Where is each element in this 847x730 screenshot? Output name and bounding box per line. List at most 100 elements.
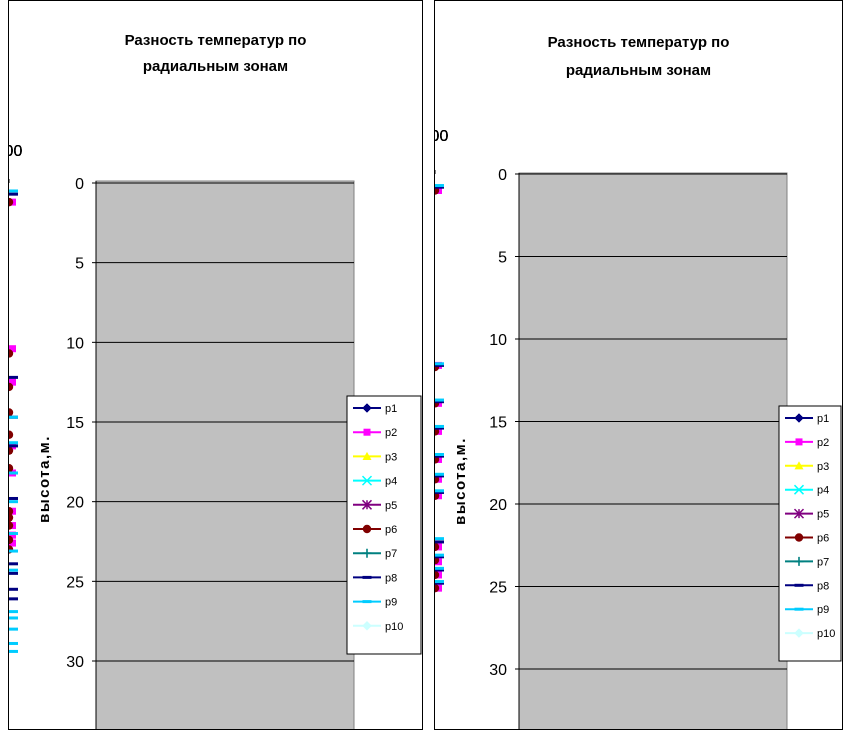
legend-marker-p10	[794, 628, 804, 638]
legend-label-p9: p9	[385, 597, 397, 609]
data-point-p8	[9, 444, 18, 448]
x-tick-label: 800	[434, 128, 448, 145]
data-point-p8	[435, 426, 444, 430]
legend-label-p2: p2	[817, 437, 829, 449]
data-point-p9	[9, 415, 18, 419]
x-tick-label: 200	[8, 143, 22, 160]
y-tick-label: 5	[498, 250, 507, 267]
legend-marker-p5	[361, 499, 373, 510]
legend-label-p10: p10	[817, 628, 835, 640]
legend-marker-p6	[794, 533, 804, 542]
legend: p1 p2 p3 p4 p5 p6 p7 p8 p9 p10	[346, 395, 422, 655]
data-point-p6	[435, 583, 440, 593]
legend-marker-p2	[795, 438, 803, 446]
series-p9	[435, 184, 444, 584]
y-tick-label: 5	[75, 256, 84, 273]
legend-marker-p10	[362, 620, 372, 631]
legend-marker-p1	[794, 413, 804, 423]
data-point-p9	[435, 184, 444, 188]
legend-marker-p9	[362, 600, 372, 604]
data-point-p8	[435, 400, 444, 404]
data-point-p9	[435, 580, 444, 584]
chart-svg-left: 0200400600800051015202530высота,м.p1p2p3…	[8, 1, 422, 729]
data-point-p9	[9, 568, 18, 572]
data-point-p8	[435, 474, 444, 478]
legend-label-p5: p5	[817, 509, 829, 521]
data-point-p8	[9, 597, 18, 601]
legend-label-p8: p8	[817, 580, 829, 592]
chart-panel-left: Разность температур по радиальным зонам …	[8, 0, 423, 730]
legend-label-p3: p3	[385, 451, 397, 463]
y-tick-label: 15	[66, 415, 84, 432]
legend-marker-p5	[793, 508, 805, 519]
data-point-p9	[9, 627, 18, 631]
data-point-p6	[435, 542, 440, 552]
data-point-p8	[9, 562, 18, 566]
data-point-p6	[9, 197, 14, 207]
series-p2	[9, 198, 16, 547]
data-point-p6	[9, 430, 14, 439]
y-tick-label: 0	[498, 167, 507, 184]
data-point-p9	[435, 362, 444, 366]
y-axis-title: высота,м.	[36, 435, 53, 523]
data-point-p8	[9, 496, 18, 500]
plot-area	[518, 172, 788, 729]
legend-label-p5: p5	[385, 500, 397, 512]
data-point-p9	[9, 549, 18, 553]
data-point-p9	[435, 398, 444, 402]
data-point-p9	[435, 472, 444, 476]
y-tick-label: 0	[75, 176, 84, 193]
data-point-p2	[9, 531, 16, 539]
legend-box	[778, 405, 842, 662]
data-point-p8	[9, 571, 18, 575]
legend-marker-p7	[794, 556, 804, 566]
y-tick-label: 15	[489, 415, 507, 432]
series-p9	[9, 189, 18, 653]
legend-marker-p3	[794, 461, 804, 470]
data-point-p9	[9, 610, 18, 614]
data-point-p6	[9, 382, 14, 392]
data-point-p8	[9, 587, 18, 591]
chart-svg-right: 0200400600800051015202530высота,м.p1p2p3…	[434, 1, 842, 729]
data-point-p9	[435, 424, 444, 428]
data-point-p8	[435, 581, 444, 585]
legend-label-p3: p3	[817, 461, 829, 473]
data-point-p8	[9, 375, 18, 379]
data-point-p9	[9, 641, 18, 645]
data-point-p9	[435, 489, 444, 493]
data-point-p6	[9, 446, 14, 455]
legend-label-p7: p7	[385, 548, 397, 560]
chart-title-line-2: радиальным зонам	[142, 58, 289, 75]
y-tick-label: 10	[66, 335, 84, 352]
data-point-p6	[9, 464, 14, 473]
x-tick-label: 600	[8, 143, 22, 160]
data-point-p9	[9, 189, 18, 193]
x-tick-label: 800	[8, 143, 22, 160]
legend-box	[346, 395, 422, 655]
data-point-p6	[435, 570, 440, 580]
legend-label-p2: p2	[385, 427, 397, 439]
x-tick-label: 0	[434, 128, 440, 145]
legend-label-p10: p10	[385, 621, 403, 633]
data-point-p8	[435, 454, 444, 458]
legend-marker-p3	[362, 451, 372, 460]
data-point-p2	[9, 378, 16, 386]
chart-title-line-1: Разность температур по	[124, 32, 307, 49]
plot-area	[95, 180, 355, 729]
legend-label-p8: p8	[385, 572, 397, 584]
y-axis-title: высота,м.	[452, 437, 469, 525]
data-point-p9	[435, 553, 444, 557]
series-p6	[9, 197, 14, 554]
series-p6	[435, 186, 440, 593]
legend-label-p1: p1	[817, 413, 829, 425]
legend-label-p6: p6	[817, 533, 829, 545]
data-point-p8	[435, 568, 444, 572]
data-point-p8	[435, 490, 444, 494]
data-point-p8	[435, 185, 444, 189]
legend-marker-p8	[794, 583, 804, 587]
legend-label-p4: p4	[385, 476, 397, 488]
legend-marker-p4	[361, 475, 373, 486]
x-tick-label: 400	[434, 128, 448, 145]
data-point-p2	[9, 539, 16, 547]
data-point-p8	[9, 192, 18, 196]
